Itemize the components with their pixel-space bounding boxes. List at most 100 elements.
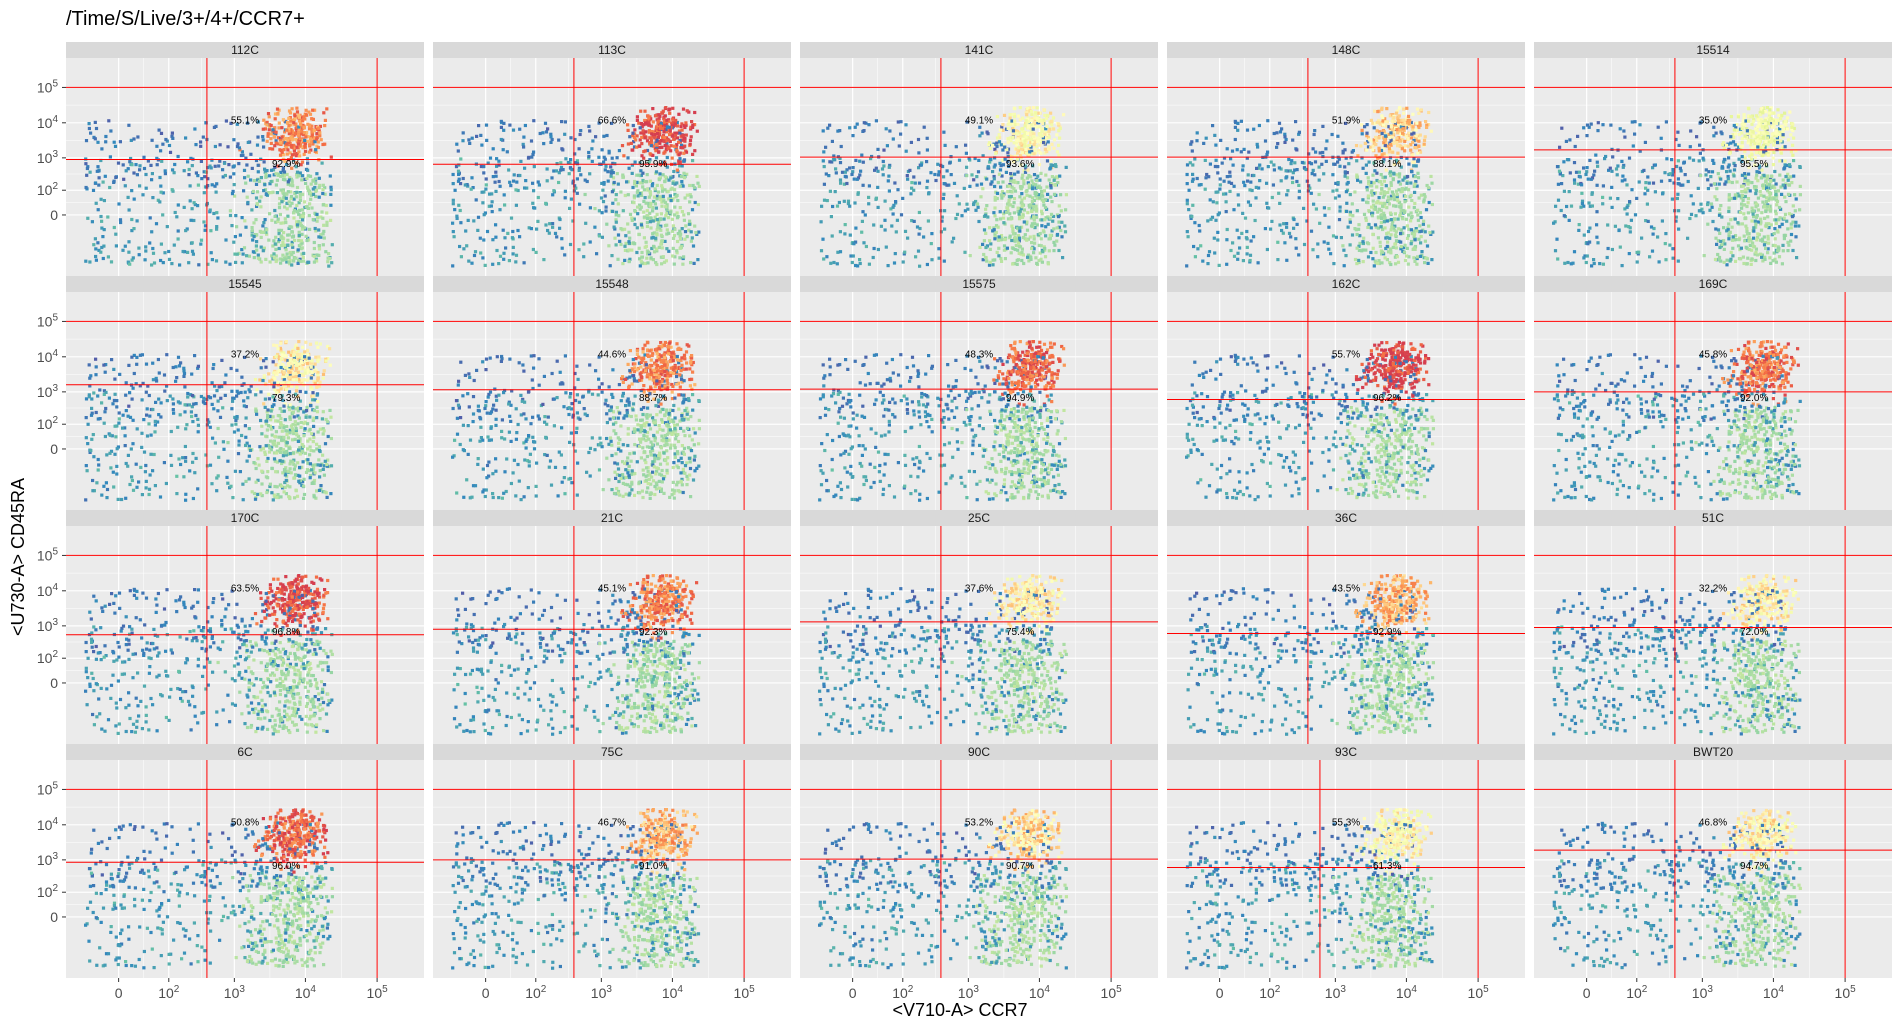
density-cell [1276,241,1279,244]
density-cell [1199,244,1202,247]
density-cell [200,239,203,242]
density-cell [1022,182,1025,185]
density-cell [321,188,324,191]
density-cell [1023,139,1026,142]
density-cell [690,195,693,198]
density-cell [836,205,839,208]
density-cell [828,124,831,127]
density-cell [996,192,999,195]
density-cell [550,176,553,179]
density-cell [1340,236,1343,239]
density-cell [1586,166,1589,169]
density-cell [589,206,592,209]
density-cell [1772,179,1775,182]
density-cell [983,228,986,231]
density-cell [1730,115,1733,118]
density-cell [502,122,505,125]
density-cell [969,254,972,257]
density-cell [462,177,465,180]
density-cell [160,160,163,163]
density-cell [288,261,291,264]
density-cell [98,176,101,179]
density-cell [1554,205,1557,208]
density-cell [254,218,257,221]
density-cell [1727,177,1730,180]
density-cell [642,211,645,214]
density-cell [826,199,829,202]
density-cell [1026,256,1029,259]
density-cell [1048,147,1051,150]
density-cell [1427,262,1430,265]
density-cell [1416,255,1419,258]
density-cell [1285,226,1288,229]
density-cell [1424,135,1427,138]
density-cell [251,229,254,232]
density-cell [691,208,694,211]
density-cell [297,262,300,265]
density-cell [1690,194,1693,197]
density-cell [1214,219,1217,222]
density-cell [682,108,685,111]
density-cell [673,145,676,148]
density-cell [688,220,691,223]
density-cell [316,216,319,219]
density-cell [188,168,191,171]
density-cell [516,229,519,232]
density-cell [286,244,289,247]
density-cell [658,178,661,181]
density-cell [1376,262,1379,265]
density-cell [1392,193,1395,196]
density-cell [1590,123,1593,126]
density-cell [659,243,662,246]
density-cell [519,160,522,163]
density-cell [1050,160,1053,163]
density-cell [132,227,135,230]
density-cell [1266,151,1269,154]
density-cell [132,137,135,140]
density-cell [1420,250,1423,253]
density-cell [1365,132,1368,135]
density-cell [243,246,246,249]
density-cell [483,213,486,216]
density-cell [994,152,997,155]
density-cell [1718,208,1721,211]
density-cell [1031,200,1034,203]
density-cell [288,225,291,228]
density-cell [292,216,295,219]
density-cell [1036,117,1039,120]
density-cell [454,189,457,192]
density-cell [1405,135,1408,138]
density-cell [265,169,268,172]
density-cell [318,177,321,180]
density-cell [1254,219,1257,222]
density-cell [675,181,678,184]
density-cell [290,243,293,246]
density-cell [673,206,676,209]
density-cell [579,129,582,132]
density-cell [1296,223,1299,226]
density-cell [1407,137,1410,140]
density-cell [1391,151,1394,154]
density-cell [1191,149,1194,152]
density-cell [1254,196,1257,199]
density-cell [1246,246,1249,249]
density-cell [1774,237,1777,240]
density-cell [648,196,651,199]
density-cell [1039,172,1042,175]
density-cell [1028,186,1031,189]
density-cell [477,216,480,219]
density-cell [186,160,189,163]
density-cell [310,206,313,209]
density-cell [532,119,535,122]
density-cell [639,208,642,211]
density-cell [917,138,920,141]
density-cell [884,228,887,231]
density-cell [537,180,540,183]
density-cell [1698,144,1701,147]
density-cell [524,124,527,127]
density-cell [288,109,291,112]
density-cell [492,147,495,150]
density-cell [1606,256,1609,259]
density-cell [94,121,97,124]
density-cell [632,201,635,204]
